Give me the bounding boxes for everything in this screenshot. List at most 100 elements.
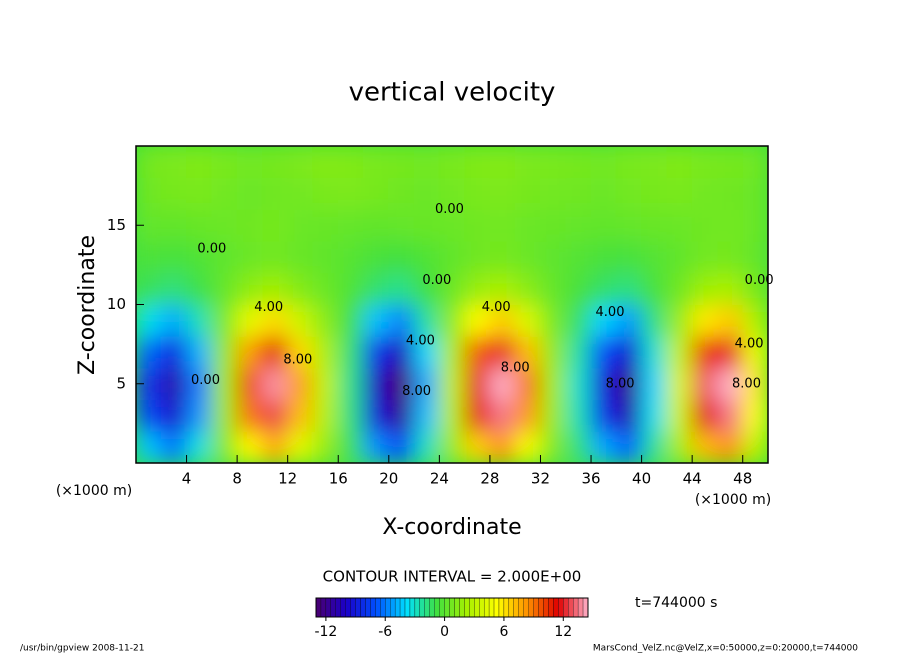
cell [160, 399, 188, 432]
cell [514, 430, 541, 463]
cell [211, 367, 238, 401]
cell [388, 399, 415, 432]
cell [211, 146, 238, 179]
cell [261, 146, 289, 179]
cell [742, 335, 768, 369]
cell [590, 304, 617, 337]
colorbar-swatch [340, 597, 346, 618]
cell [514, 399, 541, 432]
colorbar-swatch [439, 597, 445, 618]
cell [565, 399, 592, 432]
y-tick-label: 10 [107, 295, 126, 313]
x-tick-label: 32 [531, 470, 550, 488]
cell [413, 399, 440, 432]
cell [489, 272, 516, 305]
cell [666, 367, 693, 401]
cell [464, 177, 491, 210]
cell [287, 146, 314, 179]
cell [388, 430, 415, 463]
cell [742, 177, 768, 210]
cell [565, 146, 592, 179]
colorbar-swatch [548, 597, 554, 618]
cell [438, 208, 466, 242]
cell [211, 430, 238, 463]
cell [287, 177, 314, 210]
cell [337, 304, 365, 337]
cell [539, 177, 567, 210]
cell [211, 272, 238, 305]
cell [514, 272, 541, 305]
cell [615, 335, 643, 369]
time-label: t=744000 s [635, 595, 717, 611]
cell [666, 177, 693, 210]
cell [136, 240, 162, 274]
cell [337, 430, 365, 463]
cell [615, 430, 643, 463]
colorbar-tick-label: 6 [499, 624, 508, 640]
cell [641, 272, 668, 305]
cell [514, 177, 541, 210]
cell [363, 240, 390, 274]
cell [186, 272, 213, 305]
cell [287, 272, 314, 305]
cell [186, 335, 213, 369]
x-tick-label: 28 [480, 470, 499, 488]
colorbar-tick-label: 0 [440, 624, 449, 640]
contour-label: 8.00 [732, 376, 761, 391]
cell [489, 177, 516, 210]
colorbar-tick-label: 12 [554, 624, 572, 640]
cell [716, 177, 744, 210]
cell [742, 399, 768, 432]
cell [716, 367, 744, 401]
cell [363, 177, 390, 210]
cell [565, 208, 592, 242]
y-unit-label: (×1000 m) [56, 483, 132, 499]
cell [691, 272, 718, 305]
cell [666, 208, 693, 242]
cell [641, 240, 668, 274]
cell [539, 335, 567, 369]
cell [489, 367, 516, 401]
cell [590, 146, 617, 179]
cell [641, 335, 668, 369]
cell [388, 367, 415, 401]
cell [641, 367, 668, 401]
cell [464, 240, 491, 274]
cell [136, 304, 162, 337]
cell [388, 272, 415, 305]
cell [287, 304, 314, 337]
colorbar-swatch [444, 597, 450, 618]
cell [160, 177, 188, 210]
colorbar-swatch [493, 597, 500, 618]
cell [438, 304, 466, 337]
cell [186, 146, 213, 179]
cell [615, 272, 643, 305]
cell [641, 399, 668, 432]
cell [261, 208, 289, 242]
colorbar-swatch [533, 597, 539, 618]
colorbar-swatch [370, 597, 376, 618]
cell [261, 177, 289, 210]
contour-label: 0.00 [745, 273, 774, 288]
cell [742, 146, 768, 179]
colorbar-swatch [399, 597, 406, 618]
cell [236, 272, 263, 305]
colorbar-swatch [414, 597, 421, 618]
contour-label: 4.00 [596, 305, 625, 320]
colorbar-frame [315, 597, 589, 618]
cell [691, 304, 718, 337]
cell [236, 430, 263, 463]
cell [287, 208, 314, 242]
cell [742, 367, 768, 401]
cell [136, 399, 162, 432]
colorbar-swatch [528, 597, 534, 618]
cell [312, 240, 339, 274]
colorbar-swatch [434, 597, 440, 618]
cell [337, 208, 365, 242]
cell [388, 335, 415, 369]
cell [160, 208, 188, 242]
cell [236, 177, 263, 210]
contour-label: 8.00 [283, 352, 312, 367]
colorbar-swatch [577, 597, 584, 618]
x-tick-label: 8 [232, 470, 242, 488]
